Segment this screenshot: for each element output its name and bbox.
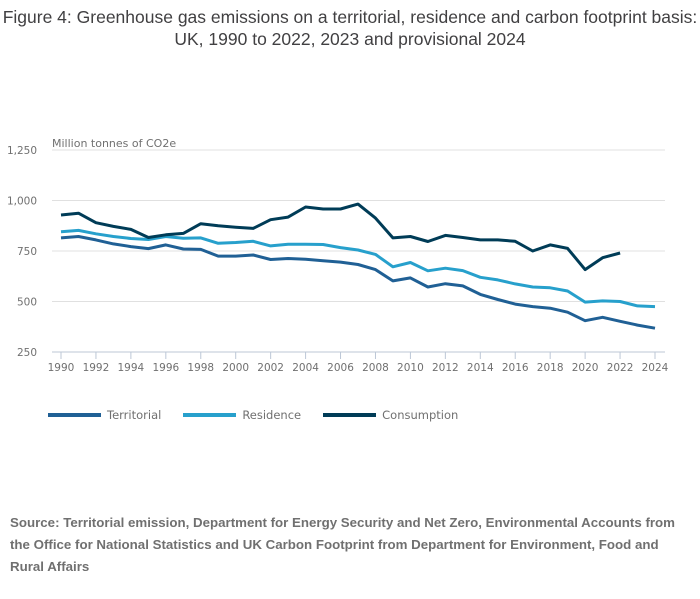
x-tick-label: 1996 [152,362,179,374]
y-axis-ticks: 250 500 750 1,000 1,250 [7,145,37,359]
legend-item-consumption[interactable]: Consumption [323,408,458,422]
x-tick-label: 2012 [432,362,459,374]
y-tick-label: 1,250 [7,145,37,157]
legend-swatch-territorial [48,413,101,417]
series-line-consumption[interactable] [60,202,621,272]
y-tick-label: 250 [17,347,37,359]
x-tick-label: 1994 [118,362,145,374]
legend-swatch-residence [183,413,237,417]
x-tick-label: 2024 [642,362,669,374]
x-axis: 1990 1992 1994 1996 1998 2000 2002 2004 2006 2008… [48,351,669,374]
x-tick-label: 2014 [467,362,494,374]
legend-item-residence[interactable]: Residence [183,408,301,422]
x-tick-label: 2018 [537,362,564,374]
x-tick-label: 2022 [607,362,634,374]
x-tick-label: 1990 [48,362,75,374]
series-line-territorial[interactable] [60,235,656,330]
y-tick-label: 750 [17,246,37,258]
x-tick-label: 2006 [327,362,354,374]
series-lines [60,202,656,330]
x-tick-label: 2016 [502,362,529,374]
legend-label: Residence [242,408,302,422]
x-tick-label: 2000 [222,362,249,374]
line-chart: 250 500 750 1,000 1,250 Million tonnes of CO… [7,137,669,374]
x-tick-label: 1998 [187,362,214,374]
legend: Territorial Residence Consumption [48,408,480,422]
y-axis-label: Million tonnes of CO2e [52,137,176,150]
x-tick-label: 2004 [292,362,319,374]
x-tick-label: 2008 [362,362,389,374]
x-tick-label: 2002 [257,362,284,374]
y-tick-label: 500 [17,297,37,309]
legend-swatch-consumption [323,413,377,417]
x-tick-label: 2020 [572,362,599,374]
series-line-residence[interactable] [60,228,656,309]
x-tick-label: 2010 [397,362,424,374]
legend-label: Territorial [107,408,162,422]
chart-title: Figure 4: Greenhouse gas emissions on a … [2,7,698,49]
source-note: Source: Territorial emission, Department… [10,515,675,574]
x-tick-label: 1992 [83,362,110,374]
legend-item-territorial[interactable]: Territorial [48,408,161,422]
y-tick-label: 1,000 [7,196,37,208]
legend-label: Consumption [382,408,459,422]
gridlines [52,149,665,302]
